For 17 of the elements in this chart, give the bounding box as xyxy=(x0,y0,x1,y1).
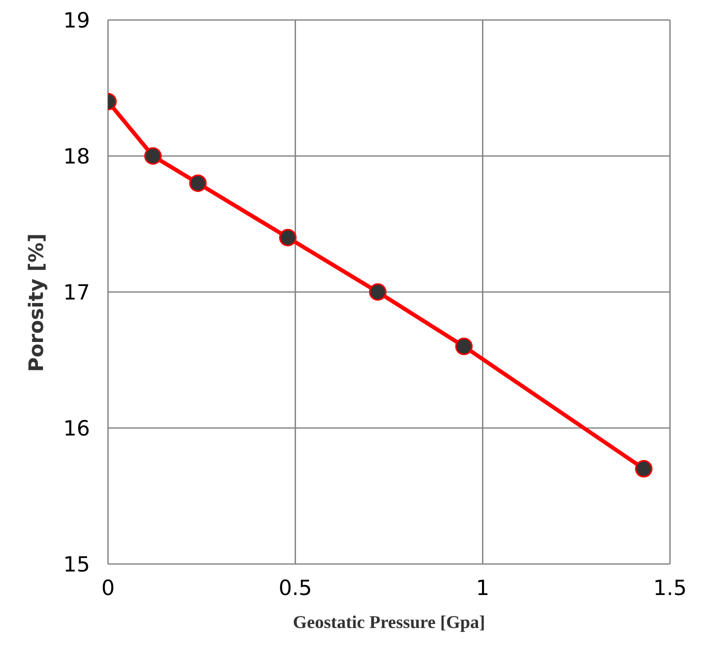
x-axis-title: Geostatic Pressure [Gpa] xyxy=(292,612,486,632)
point xyxy=(279,228,297,246)
point xyxy=(635,460,653,478)
y-tick-label: 15 xyxy=(63,552,90,576)
point xyxy=(455,338,473,356)
y-tick-label: 18 xyxy=(63,144,90,168)
point xyxy=(369,283,387,301)
x-tick-label: 1 xyxy=(476,576,490,600)
point xyxy=(144,147,162,165)
y-tick-label: 17 xyxy=(63,280,90,304)
x-tick-label: 0.5 xyxy=(278,576,312,600)
y-tick-label: 19 xyxy=(63,8,90,32)
point xyxy=(189,174,207,192)
x-tick-label: 1.5 xyxy=(653,576,687,600)
y-axis-title: Porosity [%] xyxy=(24,233,48,372)
y-tick-label: 16 xyxy=(63,416,90,440)
x-tick-label: 0 xyxy=(101,576,115,600)
